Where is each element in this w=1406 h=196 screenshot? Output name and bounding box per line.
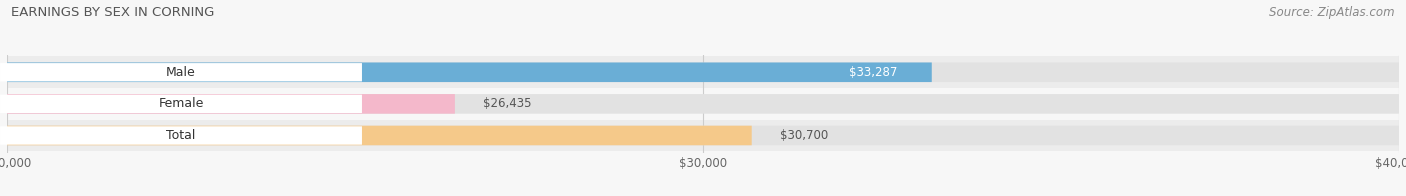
Text: Male: Male <box>166 66 195 79</box>
FancyBboxPatch shape <box>7 94 1399 114</box>
FancyBboxPatch shape <box>7 120 1399 151</box>
Text: $30,700: $30,700 <box>779 129 828 142</box>
FancyBboxPatch shape <box>0 126 361 145</box>
FancyBboxPatch shape <box>7 63 1399 82</box>
Text: Female: Female <box>159 97 204 110</box>
Text: $33,287: $33,287 <box>849 66 897 79</box>
FancyBboxPatch shape <box>7 94 456 114</box>
FancyBboxPatch shape <box>7 63 932 82</box>
FancyBboxPatch shape <box>0 63 361 81</box>
FancyBboxPatch shape <box>7 88 1399 120</box>
FancyBboxPatch shape <box>7 126 1399 145</box>
FancyBboxPatch shape <box>0 95 361 113</box>
Text: EARNINGS BY SEX IN CORNING: EARNINGS BY SEX IN CORNING <box>11 6 215 19</box>
Text: $26,435: $26,435 <box>482 97 531 110</box>
Text: Total: Total <box>166 129 195 142</box>
FancyBboxPatch shape <box>7 126 752 145</box>
Text: Source: ZipAtlas.com: Source: ZipAtlas.com <box>1270 6 1395 19</box>
FancyBboxPatch shape <box>7 56 1399 88</box>
